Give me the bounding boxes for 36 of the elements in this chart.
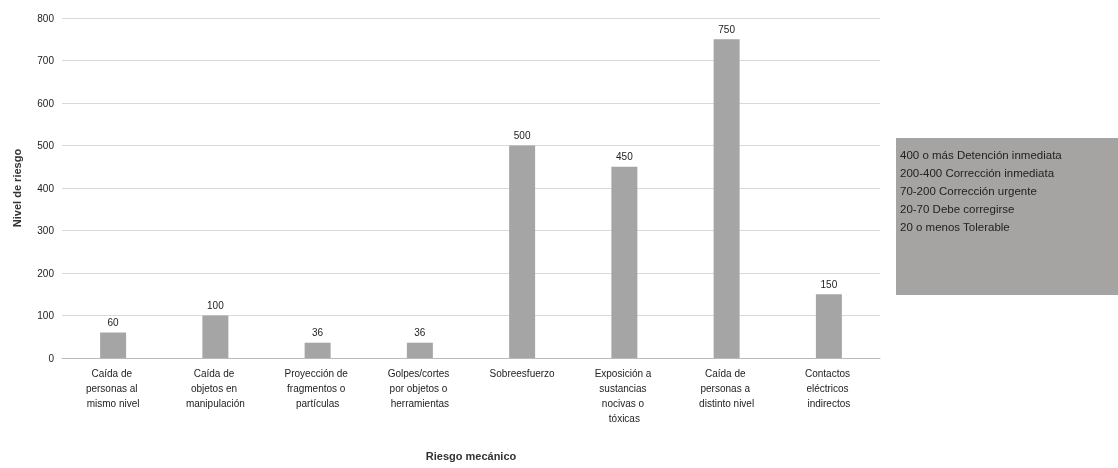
bar — [100, 332, 127, 358]
x-tick-label: Sobreesfuerzo — [489, 368, 556, 379]
data-label: 100 — [207, 300, 225, 311]
y-tick-label: 700 — [37, 55, 55, 66]
bar — [509, 145, 536, 358]
x-tick-label: Contactos eléctricos indirectos — [804, 368, 853, 409]
data-label: 60 — [107, 317, 120, 328]
bar — [815, 294, 842, 358]
y-tick-label: 100 — [37, 310, 55, 321]
data-label: 750 — [718, 23, 736, 35]
x-tick-label: Caída de objetos en manipulación — [185, 368, 245, 409]
y-tick-label: 600 — [37, 97, 55, 109]
bar — [406, 342, 433, 358]
x-tick-label: Proyección de fragmentos o partículas — [284, 368, 351, 409]
bar — [713, 39, 740, 358]
bar — [304, 342, 331, 358]
x-tick-label: Exposición a sustancias nocivas o tóxicas — [594, 368, 655, 424]
y-tick-label: 500 — [37, 140, 55, 151]
y-tick-label: 400 — [37, 182, 55, 194]
x-tick-label: Golpes/cortes por objetos o herramientas — [387, 368, 453, 409]
y-tick-label: 200 — [37, 267, 55, 279]
data-label: 150 — [820, 278, 838, 290]
y-axis-title: Nivel de riesgo — [10, 148, 23, 228]
data-label: 500 — [513, 130, 531, 141]
y-tick-label: 0 — [48, 352, 55, 364]
x-tick-label: Caída de personas a distinto nivel — [699, 368, 755, 409]
note-box: 400 o más Detención inmediata 200-400 Corrección inmediata 70-200 Corrección urgente 20-70 Debe corregirse 20 o menos Tolerable — [896, 138, 1118, 295]
y-tick-label: 800 — [37, 12, 55, 24]
data-label: 36 — [414, 327, 426, 339]
bar — [202, 315, 229, 358]
x-axis-title: Riesgo mecánico — [425, 449, 517, 462]
bar — [611, 166, 638, 358]
y-tick-label: 300 — [37, 225, 55, 236]
data-label: 36 — [312, 327, 324, 339]
x-tick-label: Caída de personas al mismo nivel — [85, 368, 141, 409]
data-label: 450 — [616, 151, 634, 163]
